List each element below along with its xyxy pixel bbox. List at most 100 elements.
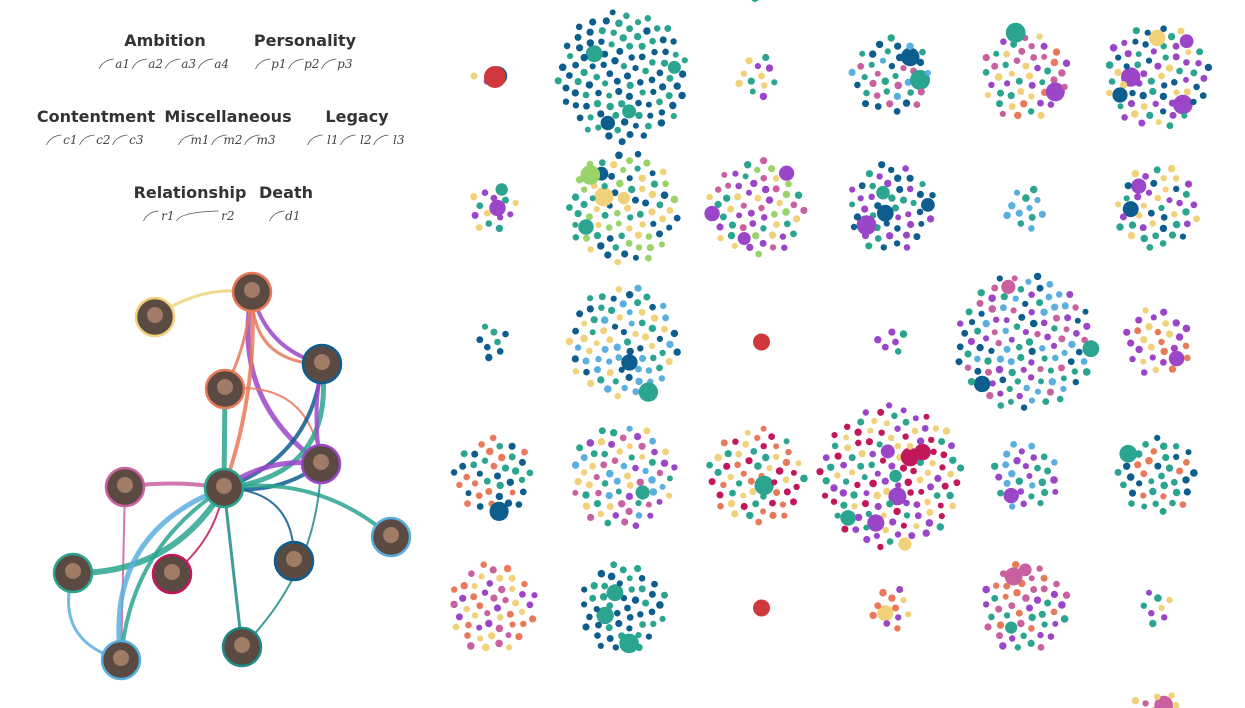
- song-dot: [1182, 476, 1190, 484]
- song-dot: [619, 300, 627, 308]
- song-dot: [916, 437, 925, 445]
- song-dot: [586, 28, 594, 36]
- legend-arc: [131, 58, 148, 70]
- song-dot: [889, 469, 902, 483]
- song-dot: [648, 458, 656, 466]
- song-dot: [888, 194, 896, 202]
- song-dot: [465, 621, 472, 629]
- song-dot: [656, 335, 664, 342]
- song-dot: [926, 508, 934, 516]
- song-dot: [605, 492, 613, 500]
- song-dot: [635, 365, 642, 373]
- song-dot: [1034, 464, 1041, 472]
- song-dot: [749, 488, 757, 495]
- song-dot: [595, 489, 602, 497]
- song-dot: [734, 461, 741, 469]
- song-dot: [593, 606, 600, 613]
- song-dot: [735, 182, 742, 190]
- song-dot: [1003, 211, 1011, 220]
- song-dot: [754, 194, 762, 202]
- song-dot: [762, 53, 770, 62]
- song-dot: [859, 50, 866, 57]
- song-dot: [887, 34, 895, 42]
- song-dot: [1158, 72, 1165, 80]
- song-dot: [606, 336, 614, 344]
- song-dot: [1190, 201, 1198, 209]
- song-dot: [849, 186, 856, 193]
- song-dot: [471, 480, 479, 487]
- song-dot: [481, 323, 489, 330]
- song-dot: [996, 100, 1003, 108]
- song-dot: [508, 453, 516, 461]
- song-dot: [841, 525, 849, 533]
- song-dot: [1002, 61, 1009, 68]
- song-dot: [659, 483, 666, 490]
- song-dot: [1140, 358, 1147, 365]
- song-dot: [1039, 345, 1046, 352]
- song-dot: [861, 474, 868, 481]
- song-dot: [747, 477, 755, 485]
- song-dot: [862, 100, 869, 108]
- song-dot: [724, 450, 732, 458]
- song-dot: [997, 390, 1004, 397]
- song-dot: [1162, 320, 1170, 327]
- song-dot: [1003, 612, 1011, 619]
- song-dot: [610, 429, 618, 437]
- network-nodes: [52, 271, 412, 681]
- song-dot: [638, 174, 646, 182]
- song-dot: [1127, 339, 1135, 347]
- song-dot: [606, 469, 614, 478]
- song-dot: [883, 88, 890, 95]
- song-dot: [659, 215, 667, 223]
- song-dot: [1149, 29, 1166, 47]
- song-dot: [581, 320, 588, 327]
- song-dot: [597, 438, 606, 446]
- song-dot: [754, 434, 761, 441]
- song-dot: [470, 72, 478, 80]
- song-dot: [794, 191, 803, 199]
- song-dot: [653, 25, 661, 32]
- song-dot: [583, 102, 590, 110]
- song-dot: [916, 208, 924, 216]
- song-dot: [856, 215, 877, 236]
- song-dot: [1128, 489, 1137, 497]
- song-dot: [1146, 244, 1154, 251]
- song-dot: [986, 392, 994, 400]
- song-dot: [976, 343, 984, 352]
- song-dot: [879, 588, 887, 597]
- song-dot: [604, 385, 612, 393]
- song-dot: [904, 478, 913, 487]
- song-dot: [834, 452, 842, 460]
- song-dot: [638, 442, 646, 450]
- song-dot: [483, 477, 491, 485]
- song-dot: [831, 442, 839, 450]
- song-dot: [783, 488, 791, 496]
- song-dot: [611, 323, 619, 330]
- song-dot: [1040, 574, 1048, 582]
- song-dot: [746, 511, 754, 520]
- song-dot: [1122, 201, 1139, 218]
- song-dot: [899, 464, 908, 472]
- song-dot: [495, 624, 504, 633]
- song-dot: [612, 378, 619, 385]
- song-dot: [1036, 33, 1043, 40]
- song-dot: [1147, 343, 1155, 351]
- song-dot: [476, 336, 484, 344]
- song-dot: [512, 599, 520, 607]
- song-dot: [873, 491, 881, 500]
- song-dot: [735, 79, 743, 88]
- song-dot: [1171, 79, 1178, 86]
- song-dot: [614, 258, 621, 266]
- song-dot: [606, 503, 614, 510]
- song-dot: [625, 492, 634, 500]
- song-dot: [626, 81, 634, 89]
- song-dot: [459, 594, 467, 602]
- song-dot: [1022, 62, 1030, 70]
- song-dot: [1082, 368, 1091, 376]
- song-dot: [1008, 70, 1015, 77]
- song-dot: [598, 293, 606, 301]
- song-dot: [645, 501, 652, 508]
- song-dot: [1123, 195, 1130, 202]
- song-dot: [1044, 67, 1052, 75]
- song-dot: [1176, 67, 1183, 75]
